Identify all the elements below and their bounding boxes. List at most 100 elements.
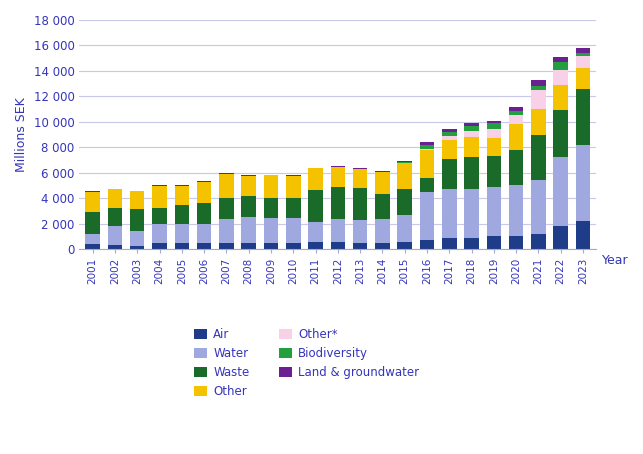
Bar (487, 120, 501, 123)
Bar (464, 131, 479, 137)
Bar (554, 110, 568, 158)
Bar (286, 175, 300, 176)
Bar (554, 62, 568, 69)
Bar (575, 145, 590, 221)
Y-axis label: Millions SEK: Millions SEK (15, 97, 28, 172)
Bar (219, 218, 233, 243)
Bar (442, 129, 457, 132)
Bar (152, 208, 167, 224)
Bar (175, 205, 189, 224)
Bar (86, 234, 100, 244)
Bar (286, 197, 300, 218)
Bar (241, 175, 256, 176)
Bar (219, 173, 233, 174)
Bar (175, 224, 189, 243)
Bar (531, 80, 546, 85)
Bar (531, 85, 546, 90)
Bar (509, 124, 523, 150)
Bar (531, 234, 546, 249)
Bar (353, 220, 367, 243)
Bar (397, 162, 412, 163)
Bar (175, 243, 189, 249)
Bar (420, 178, 434, 192)
Bar (197, 224, 212, 243)
Bar (509, 107, 523, 111)
Bar (509, 237, 523, 249)
Bar (286, 243, 300, 249)
Bar (331, 188, 345, 219)
Bar (464, 237, 479, 249)
Bar (531, 134, 546, 180)
Bar (487, 237, 501, 249)
Bar (464, 126, 479, 131)
Bar (575, 69, 590, 89)
Bar (175, 185, 189, 186)
Bar (509, 111, 523, 115)
Bar (264, 197, 278, 218)
Bar (420, 142, 434, 145)
Bar (442, 136, 457, 140)
Bar (397, 188, 412, 215)
Bar (420, 240, 434, 249)
Bar (420, 192, 434, 240)
Bar (130, 191, 145, 209)
Bar (86, 212, 100, 234)
Bar (108, 188, 122, 189)
Bar (197, 182, 212, 203)
Bar (219, 198, 233, 218)
Bar (375, 172, 390, 194)
Bar (575, 53, 590, 56)
Bar (241, 217, 256, 243)
Bar (554, 85, 568, 110)
Bar (152, 186, 167, 208)
Bar (152, 224, 167, 243)
Bar (397, 163, 412, 188)
Bar (375, 219, 390, 243)
Bar (353, 169, 367, 188)
Bar (420, 145, 434, 148)
Bar (575, 221, 590, 249)
Bar (397, 215, 412, 242)
Bar (86, 191, 100, 192)
Bar (442, 159, 457, 189)
Bar (554, 158, 568, 226)
Bar (554, 69, 568, 85)
Bar (308, 242, 323, 249)
Text: Year: Year (602, 254, 628, 266)
Bar (375, 194, 390, 219)
Bar (531, 180, 546, 234)
Bar (531, 90, 546, 109)
Bar (575, 48, 590, 53)
Bar (487, 187, 501, 237)
Bar (420, 150, 434, 178)
Bar (308, 168, 323, 190)
Bar (420, 148, 434, 150)
Bar (108, 245, 122, 249)
Bar (286, 218, 300, 243)
Bar (152, 243, 167, 249)
Bar (86, 244, 100, 249)
Bar (575, 89, 590, 145)
Bar (464, 158, 479, 189)
Bar (241, 243, 256, 249)
Bar (108, 189, 122, 208)
Bar (353, 188, 367, 220)
Bar (241, 196, 256, 217)
Bar (442, 132, 457, 136)
Bar (353, 243, 367, 249)
Bar (487, 123, 501, 129)
Bar (397, 161, 412, 162)
Bar (442, 140, 457, 159)
Bar (308, 190, 323, 222)
Bar (353, 168, 367, 169)
Bar (397, 242, 412, 249)
Bar (108, 226, 122, 245)
Bar (264, 175, 278, 197)
Bar (487, 138, 501, 156)
Legend: Air, Water, Waste, Other, Other*, Biodiversity, Land & groundwater: Air, Water, Waste, Other, Other*, Biodiv… (190, 324, 424, 403)
Bar (464, 137, 479, 158)
Bar (197, 181, 212, 182)
Bar (219, 174, 233, 198)
Bar (509, 150, 523, 185)
Bar (264, 243, 278, 249)
